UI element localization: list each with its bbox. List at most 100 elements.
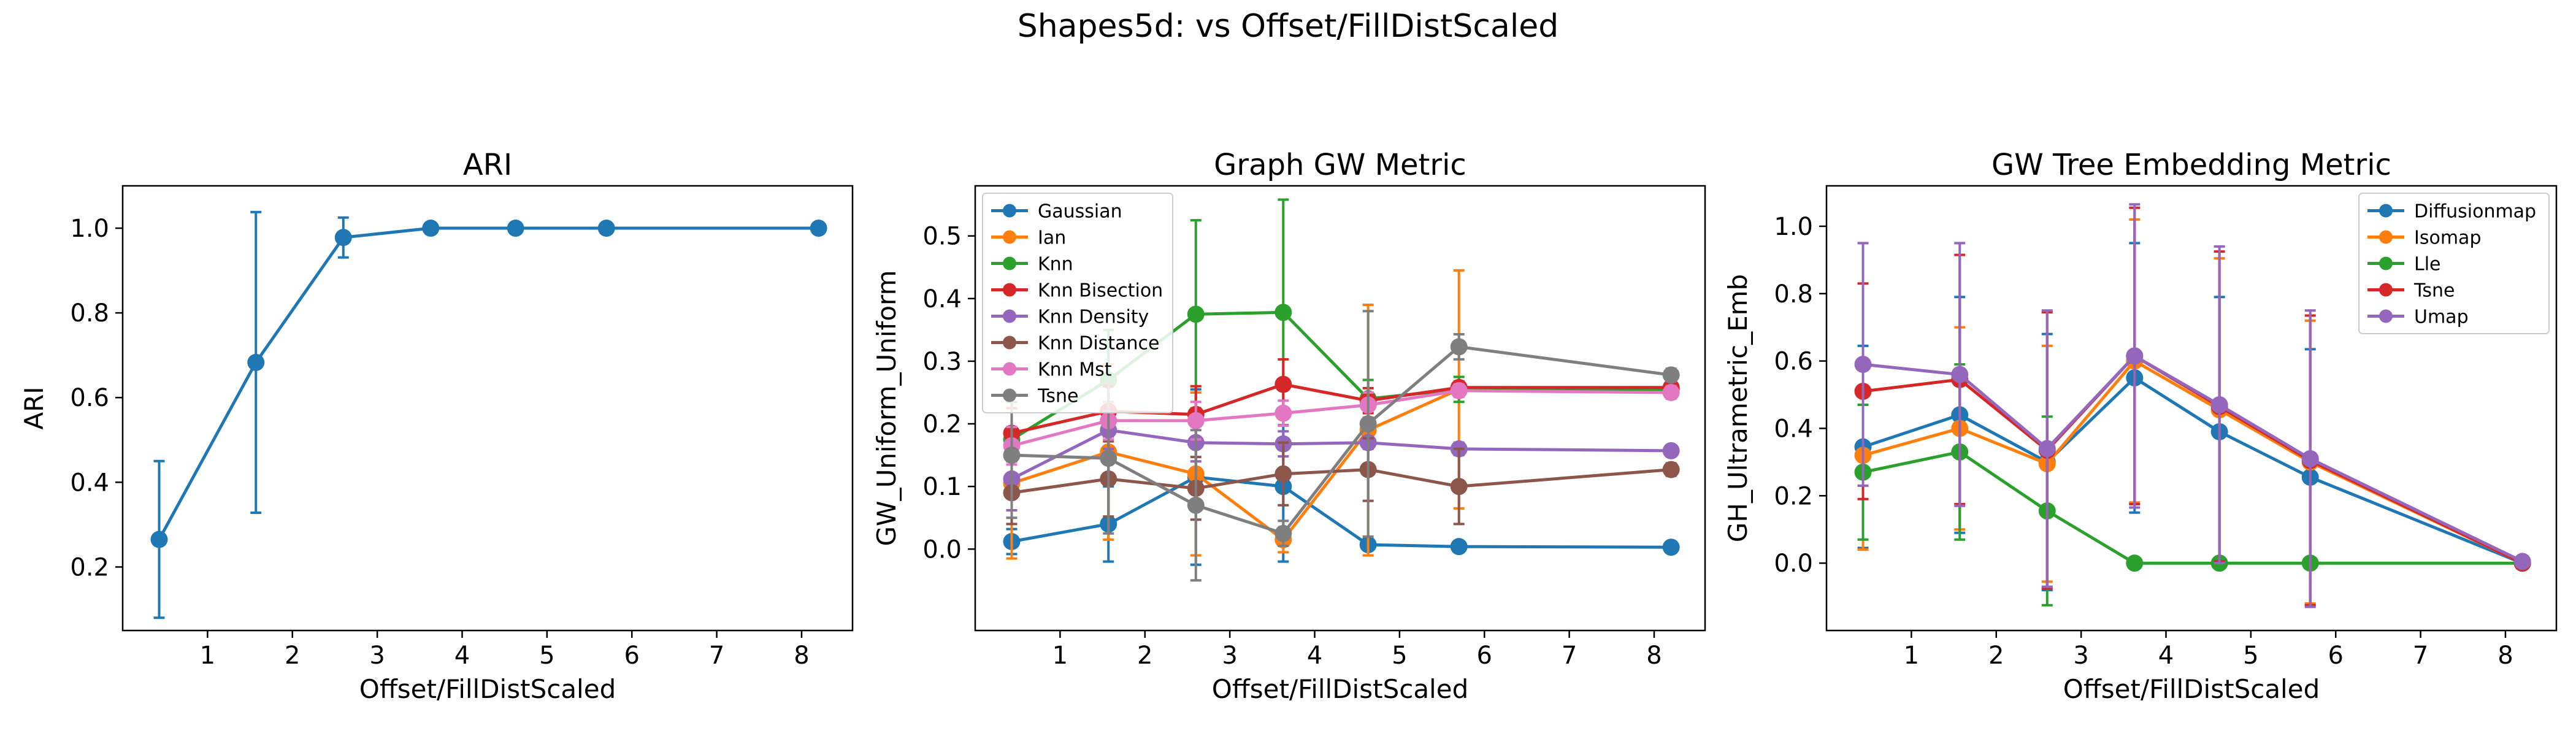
data-point bbox=[1187, 496, 1205, 514]
data-point bbox=[1450, 381, 1468, 399]
legend-swatch-marker bbox=[1003, 309, 1016, 323]
x-tick-label: 1 bbox=[1904, 642, 1919, 670]
x-tick-label: 2 bbox=[1988, 642, 2004, 670]
y-tick-label: 0.3 bbox=[922, 348, 962, 376]
y-tick-label: 0.1 bbox=[922, 473, 962, 501]
legend-box bbox=[982, 193, 1173, 413]
data-point bbox=[1003, 447, 1021, 464]
data-point bbox=[1275, 375, 1292, 393]
subplot-3: GW Tree Embedding Metric 1 2 3 4 5 6 7 8 0.0 0.2 0.… bbox=[1723, 148, 2558, 704]
y-tick-label: 0.6 bbox=[70, 384, 109, 412]
data-point bbox=[150, 531, 168, 548]
x-tick-label: 7 bbox=[2413, 642, 2428, 670]
data-point bbox=[1187, 305, 1205, 323]
x-tick-label: 5 bbox=[539, 642, 554, 670]
data-point bbox=[334, 229, 352, 247]
y-axis-label: ARI bbox=[19, 386, 49, 429]
data-point bbox=[1359, 415, 1377, 433]
y-tick-label: 0.4 bbox=[1774, 415, 1813, 443]
x-tick-label: 1 bbox=[1052, 642, 1068, 670]
y-tick-label: 0.0 bbox=[922, 535, 962, 564]
legend-entry: Tsne bbox=[1037, 386, 1078, 407]
y-axis-label: GW_Uniform_Uniform bbox=[872, 270, 902, 546]
legend-entry: Ian bbox=[1038, 228, 1066, 249]
y-tick-label: 1.0 bbox=[70, 215, 109, 243]
x-tick-label: 3 bbox=[369, 642, 385, 670]
data-point bbox=[1187, 412, 1205, 429]
x-tick-label: 8 bbox=[794, 642, 809, 670]
x-tick-label: 1 bbox=[200, 642, 215, 670]
data-point bbox=[422, 220, 440, 237]
data-point bbox=[1854, 356, 1872, 374]
y-tick-label: 0.0 bbox=[1774, 550, 1813, 578]
x-tick-label: 7 bbox=[709, 642, 724, 670]
x-tick-label: 4 bbox=[1307, 642, 1322, 670]
legend-entry: Tsne bbox=[2413, 280, 2455, 302]
legend-swatch-marker bbox=[1003, 256, 1016, 270]
data-point bbox=[507, 220, 524, 237]
x-tick-label: 4 bbox=[454, 642, 470, 670]
legend-entry: Knn bbox=[1038, 254, 1073, 275]
legend-entry: Lle bbox=[2414, 254, 2441, 275]
data-point bbox=[1275, 404, 1292, 422]
legend-entry: Diffusionmap bbox=[2414, 201, 2536, 223]
data-point bbox=[2038, 440, 2056, 458]
data-point bbox=[1662, 461, 1680, 478]
figure-title: Shapes5d: vs Offset/FillDistScaled bbox=[1018, 8, 1559, 45]
legend-swatch-marker bbox=[1003, 362, 1016, 376]
legend-swatch-marker bbox=[2379, 204, 2393, 218]
series-umap bbox=[1854, 203, 2531, 608]
y-tick-label: 0.8 bbox=[70, 299, 109, 328]
y-tick-label: 1.0 bbox=[1774, 213, 1813, 241]
x-tick-label: 5 bbox=[1392, 642, 1407, 670]
legend-entry: Knn Distance bbox=[1038, 333, 1159, 355]
legend-swatch-marker bbox=[2379, 309, 2393, 323]
x-axis-label: Offset/FillDistScaled bbox=[1212, 674, 1468, 704]
plot-area-frame bbox=[121, 185, 854, 632]
legend-entry: Isomap bbox=[2414, 228, 2481, 249]
data-point bbox=[1662, 383, 1680, 401]
x-tick-label: 6 bbox=[624, 642, 640, 670]
data-point bbox=[810, 220, 827, 237]
x-tick-label: 7 bbox=[1562, 642, 1577, 670]
data-point bbox=[2126, 347, 2144, 365]
subplot-title: GW Tree Embedding Metric bbox=[1991, 148, 2391, 182]
y-tick-label: 0.2 bbox=[1774, 482, 1813, 510]
y-tick-label: 0.8 bbox=[1774, 280, 1813, 309]
data-point bbox=[1662, 366, 1680, 384]
y-axis-label: GH_Ultrametric_Emb bbox=[1723, 274, 1753, 542]
data-point bbox=[1450, 338, 1468, 356]
legend-entry: Gaussian bbox=[1038, 201, 1122, 223]
subplot-title: ARI bbox=[463, 148, 512, 182]
x-tick-label: 6 bbox=[1477, 642, 1492, 670]
x-tick-label: 8 bbox=[1646, 642, 1662, 670]
data-point bbox=[2513, 553, 2531, 570]
data-point bbox=[2210, 396, 2228, 414]
x-axis-label: Offset/FillDistScaled bbox=[359, 674, 616, 704]
data-point bbox=[1662, 539, 1680, 556]
subplot-title: Graph GW Metric bbox=[1214, 148, 1466, 182]
y-tick-label: 0.6 bbox=[1774, 348, 1813, 376]
series-tsne bbox=[1003, 310, 1680, 582]
legend-entry: Knn Density bbox=[1038, 307, 1149, 328]
legend-swatch-marker bbox=[2379, 230, 2393, 244]
legend-entry: Knn Mst bbox=[1038, 359, 1112, 381]
legend-entry: Umap bbox=[2414, 307, 2469, 328]
data-point bbox=[1662, 442, 1680, 459]
series-1 bbox=[150, 210, 827, 619]
data-point bbox=[2301, 450, 2319, 467]
data-point bbox=[1275, 465, 1292, 483]
y-tick-label: 0.4 bbox=[922, 285, 962, 313]
legend-swatch-marker bbox=[1003, 388, 1016, 402]
data-point bbox=[1450, 478, 1468, 496]
x-tick-label: 3 bbox=[2073, 642, 2088, 670]
y-tick-label: 0.2 bbox=[70, 553, 109, 581]
legend-swatch-marker bbox=[2379, 283, 2393, 297]
x-tick-label: 5 bbox=[2243, 642, 2258, 670]
data-point bbox=[247, 353, 265, 371]
legend: Gaussian Ian Knn Knn Bisection Knn Density Kn… bbox=[982, 193, 1173, 413]
x-tick-label: 4 bbox=[2158, 642, 2174, 670]
legend-swatch-marker bbox=[1003, 335, 1016, 350]
y-tick-label: 0.2 bbox=[922, 410, 962, 439]
